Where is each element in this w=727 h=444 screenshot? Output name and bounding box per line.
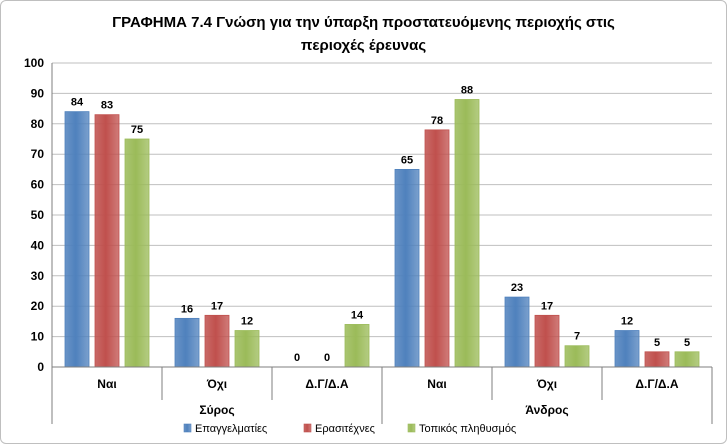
bar <box>344 324 370 368</box>
chart-title-line-1: ΓΡΑΦΗΜΑ 7.4 Γνώση για την ύπαρξη προστατ… <box>112 14 615 31</box>
data-label: 5 <box>654 337 660 349</box>
x-tick-label: Όχι <box>536 377 557 391</box>
x-tick-label: Όχι <box>206 377 227 391</box>
x-tick-label: Δ.Γ/Δ.Α <box>305 377 348 391</box>
legend-swatch <box>303 423 312 433</box>
y-tick-label: 60 <box>31 178 45 192</box>
chart-title-line-2: περιοχές έρευνας <box>300 37 427 54</box>
data-label: 17 <box>211 300 223 312</box>
data-label: 88 <box>461 84 473 96</box>
bar <box>614 330 640 368</box>
legend-swatch <box>183 423 192 433</box>
bar <box>564 345 590 368</box>
bar <box>424 129 450 368</box>
bar <box>394 168 420 368</box>
y-tick-label: 90 <box>31 86 45 100</box>
legend-label: Ερασιτέχνες <box>315 423 375 435</box>
bar <box>504 296 530 368</box>
bar <box>124 138 150 368</box>
bar <box>534 314 560 368</box>
bar <box>174 317 200 368</box>
data-label: 14 <box>351 309 364 321</box>
bar <box>204 314 230 368</box>
y-axis: 0 10 20 30 40 50 60 70 80 90 100 <box>24 56 44 374</box>
legend: Επαγγελματίες Ερασιτέχνες Τοπικός πληθυσμό… <box>183 423 516 435</box>
bar <box>674 351 700 368</box>
bar <box>454 99 480 368</box>
legend-label: Επαγγελματίες <box>195 423 267 435</box>
data-label: 78 <box>431 115 443 127</box>
data-label: 75 <box>131 124 143 136</box>
x-axis: Ναι Όχι Δ.Γ/Δ.Α Ναι Όχι Δ.Γ/Δ.Α Σύρος Άνδρος <box>51 63 713 424</box>
data-label: 84 <box>71 97 84 109</box>
legend-label: Τοπικός πληθυσμός <box>419 423 516 435</box>
bar <box>94 114 120 368</box>
y-tick-label: 40 <box>31 238 45 252</box>
y-tick-label: 30 <box>31 269 45 283</box>
y-tick-label: 100 <box>24 56 44 70</box>
x-tick-label: Δ.Γ/Δ.Α <box>635 377 678 391</box>
y-tick-label: 70 <box>31 147 45 161</box>
data-label: 65 <box>401 154 413 166</box>
bars <box>64 99 700 368</box>
group-label: Άνδρος <box>525 403 568 417</box>
x-tick-label: Ναι <box>427 377 446 391</box>
y-tick-label: 50 <box>31 208 45 222</box>
data-label: 7 <box>574 331 580 343</box>
y-tick-label: 10 <box>31 330 45 344</box>
group-label: Σύρος <box>199 403 234 417</box>
legend-swatch <box>407 423 416 433</box>
data-label: 0 <box>294 352 300 364</box>
y-tick-label: 0 <box>37 360 44 374</box>
data-label: 23 <box>511 282 523 294</box>
bar <box>644 351 670 368</box>
data-label: 17 <box>541 300 553 312</box>
y-tick-label: 20 <box>31 299 45 313</box>
x-tick-label: Ναι <box>97 377 116 391</box>
data-label: 12 <box>621 316 633 328</box>
y-tick-label: 80 <box>31 117 45 131</box>
data-label: 12 <box>241 316 253 328</box>
bar <box>234 330 260 368</box>
data-label: 83 <box>101 100 113 112</box>
data-label: 0 <box>324 352 330 364</box>
gridlines <box>52 62 712 368</box>
bar <box>64 111 90 368</box>
data-label: 5 <box>684 337 690 349</box>
data-label: 16 <box>181 303 193 315</box>
